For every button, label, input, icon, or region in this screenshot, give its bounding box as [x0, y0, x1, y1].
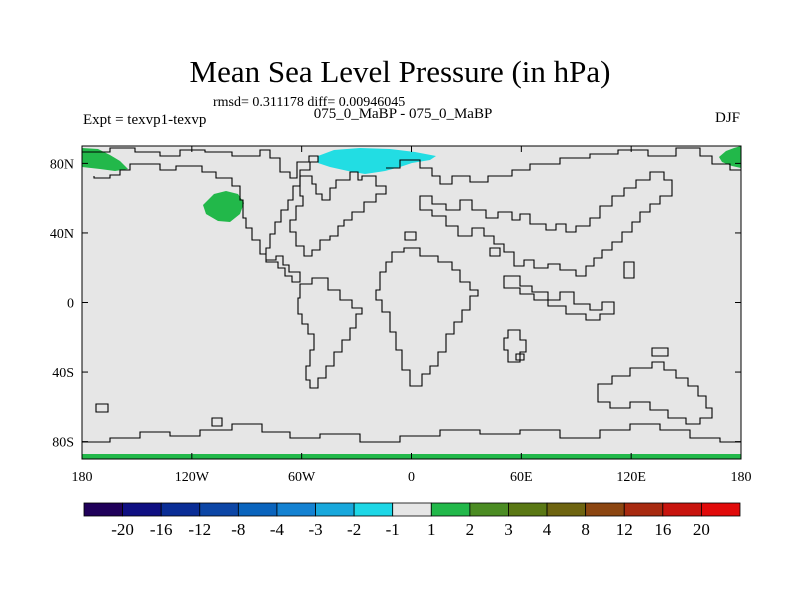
map-background: [82, 146, 741, 459]
axis-ticks: [81, 146, 742, 459]
coast-small-islands: [95, 231, 669, 427]
coastlines: [82, 147, 741, 443]
colorbar-label: 4: [543, 520, 552, 539]
colorbar-label: -20: [111, 520, 134, 539]
coast-north-america: [82, 147, 319, 283]
stats-subtitle: rmsd= 0.311178 diff= 0.00946045: [213, 95, 406, 110]
colorbar-swatch: [392, 502, 432, 517]
anomaly-greenland-negative: [318, 148, 436, 174]
colorbar-label: 2: [466, 520, 475, 539]
colorbar-swatch: [160, 502, 201, 517]
y-tick-label: 80S: [52, 436, 74, 451]
coast-madagascar: [503, 329, 527, 363]
y-tick-label: 80N: [50, 157, 74, 172]
coast-greenland: [289, 171, 387, 257]
x-tick-label: 120E: [616, 470, 646, 485]
colorbar-label: 12: [616, 520, 633, 539]
colorbar-label: -1: [386, 520, 400, 539]
colorbar-label: 20: [693, 520, 710, 539]
y-axis-labels: 80N 40N 0 40S 80S: [50, 157, 74, 450]
x-tick-label: 60E: [510, 470, 533, 485]
colorbar-label: -2: [347, 520, 361, 539]
colorbar-swatch: [585, 502, 625, 517]
x-axis-labels: 180 120W 60W 0 60E 120E 180: [72, 470, 752, 485]
colorbar-label: 1: [427, 520, 436, 539]
x-tick-label: 180: [731, 470, 752, 485]
colorbar-swatch: [199, 502, 239, 517]
period-label: 075_0_MaBP - 075_0_MaBP: [313, 106, 493, 122]
x-tick-label: 0: [408, 470, 415, 485]
colorbar-label: 8: [581, 520, 590, 539]
colorbar-labels: -20 -16 -12 -8 -4 -3 -2 -1 1 2 3 4 8 12 16 20: [111, 520, 710, 539]
colorbar-label: -8: [231, 520, 245, 539]
x-tick-label: 60W: [288, 470, 316, 485]
colorbar-swatch: [353, 502, 394, 517]
coast-europe-asia-south: [419, 171, 673, 277]
colorbar-swatch: [701, 502, 741, 517]
colorbar-swatch: [662, 502, 702, 517]
anomaly-north-pacific: [203, 191, 244, 222]
colorbar-swatch: [276, 502, 316, 517]
coast-africa: [375, 247, 479, 387]
colorbar-swatch: [430, 502, 471, 517]
colorbar-swatch: [623, 502, 664, 517]
colorbar-swatch: [508, 502, 548, 517]
coast-south-america: [297, 277, 363, 389]
colorbar-label: -4: [270, 520, 285, 539]
colorbar-swatch: [83, 502, 123, 517]
y-tick-label: 0: [67, 297, 74, 312]
x-tick-label: 180: [72, 470, 93, 485]
season-label: DJF: [714, 110, 740, 126]
colorbar-label: -3: [308, 520, 322, 539]
experiment-label: Expt = texvp1-texvp: [83, 112, 207, 128]
colorbar-swatch: [237, 502, 278, 517]
chart-title: Mean Sea Level Pressure (in hPa): [189, 54, 611, 89]
colorbar-label: 16: [654, 520, 671, 539]
x-tick-label: 120W: [175, 470, 210, 485]
colorbar-swatch: [546, 502, 587, 517]
anomaly-arctic-east: [719, 146, 741, 168]
anomaly-arctic-west: [82, 148, 128, 171]
colorbar-label: -16: [150, 520, 173, 539]
colorbar-label: 3: [504, 520, 513, 539]
colorbar-swatch: [315, 502, 355, 517]
colorbar-swatch: [469, 502, 509, 517]
y-tick-label: 40N: [50, 227, 74, 242]
coast-antarctica: [82, 423, 741, 443]
y-tick-label: 40S: [52, 366, 74, 381]
coast-maritime-asia: [503, 275, 615, 321]
colorbar-label: -12: [188, 520, 211, 539]
coast-australia: [597, 361, 713, 425]
colorbar: [83, 502, 741, 517]
colorbar-swatch: [122, 502, 162, 517]
coast-eurasia: [386, 147, 741, 185]
